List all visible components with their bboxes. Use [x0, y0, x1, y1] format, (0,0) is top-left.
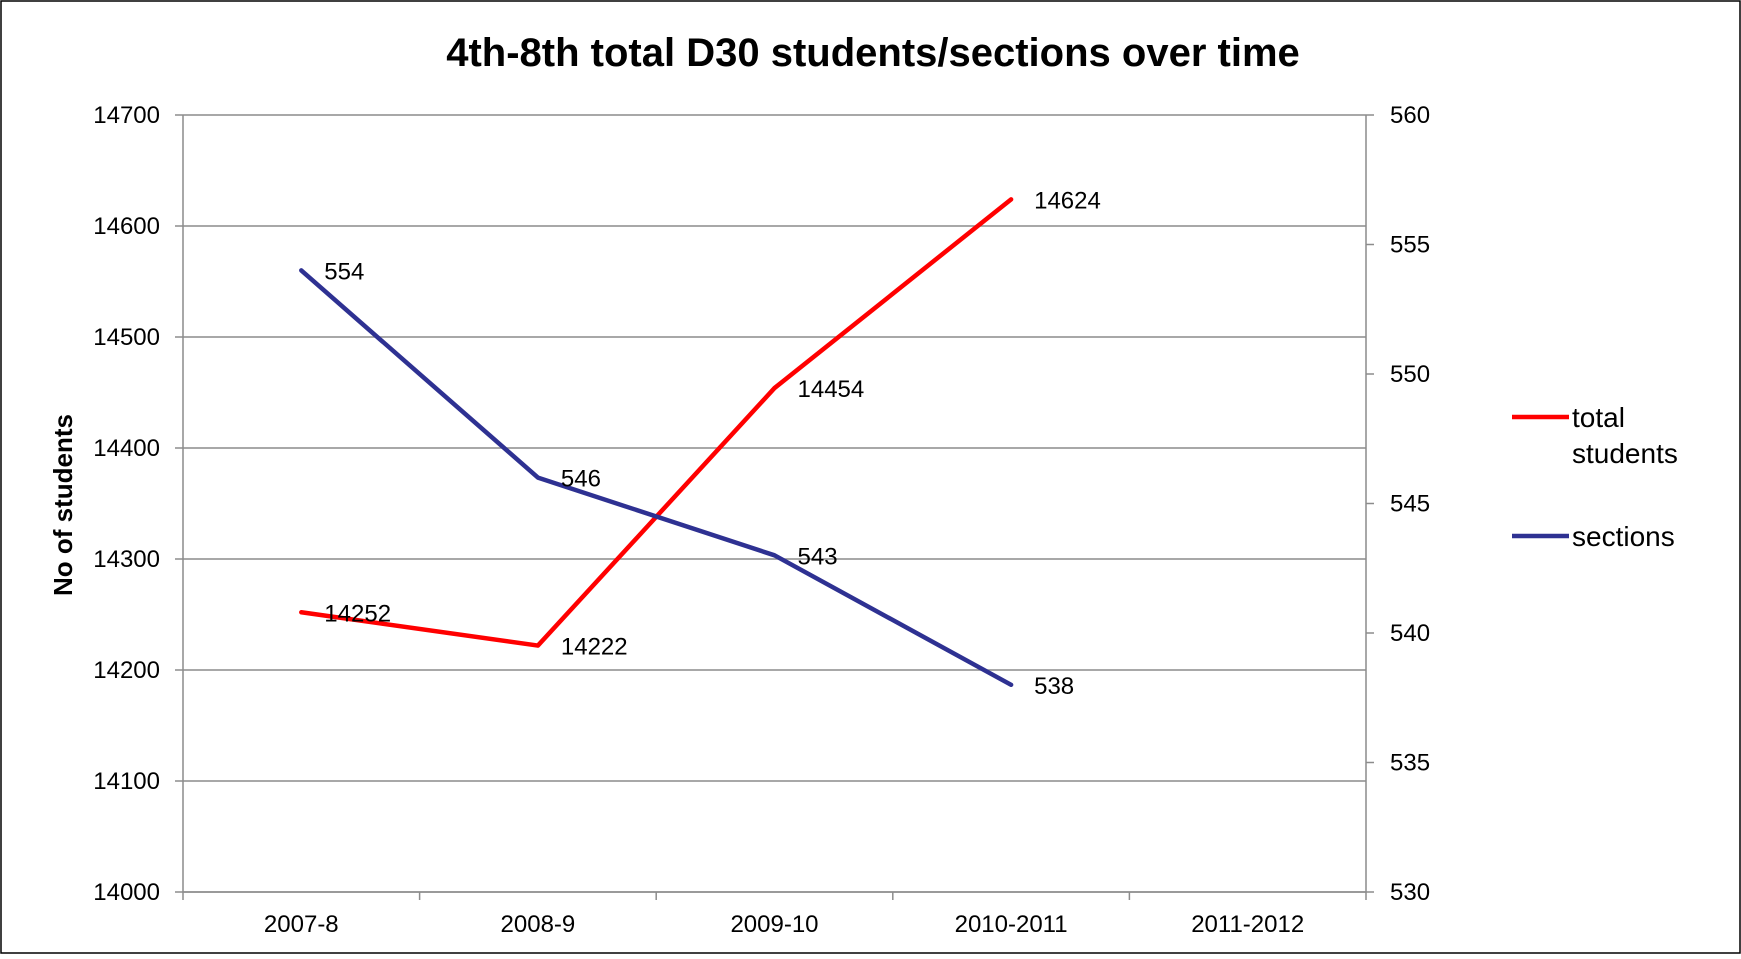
y2-tick-label: 560: [1390, 102, 1430, 129]
legend-label: sections: [1572, 521, 1675, 552]
y-tick-label: 14000: [93, 879, 160, 906]
x-tick-label: 2011-2012: [1191, 911, 1304, 938]
legend-label: total students: [1572, 402, 1678, 469]
data-label-total-students: 14222: [561, 634, 628, 661]
x-tick-label: 2008-9: [501, 911, 576, 938]
legend-item-total-students: total students: [1512, 402, 1678, 469]
legend: total students sections: [1512, 402, 1678, 552]
data-label-sections: 554: [324, 258, 364, 285]
data-label-total-students: 14454: [798, 376, 865, 403]
y-tick-label: 14300: [93, 546, 160, 573]
x-tick-label: 2007-8: [264, 911, 339, 938]
data-labels: 14252 14222 14454 14624 554 546 543 538: [324, 187, 1101, 699]
y2-tick-label: 540: [1390, 620, 1430, 647]
y-tick-label: 14400: [93, 435, 160, 462]
y2-tick-label: 550: [1390, 361, 1430, 388]
y-tick-label: 14100: [93, 768, 160, 795]
y2-tick-label: 535: [1390, 750, 1430, 777]
data-label-total-students: 14624: [1034, 187, 1101, 214]
y2-tick-label: 555: [1390, 232, 1430, 259]
y2-tick-label: 530: [1390, 879, 1430, 906]
data-label-sections: 543: [798, 543, 838, 570]
y-tick-label: 14500: [93, 324, 160, 351]
series-line-sections: [299, 268, 1014, 688]
data-label-total-students: 14252: [324, 600, 391, 627]
y-tick-label: 14200: [93, 657, 160, 684]
y-tick-label: 14700: [93, 102, 160, 129]
data-label-sections: 546: [561, 466, 601, 493]
axes: 14000 14100 14200 14300 14400 14500 14600 14700…: [93, 102, 1430, 938]
y2-tick-label: 545: [1390, 491, 1430, 518]
data-label-sections: 538: [1034, 673, 1074, 700]
y-tick-label: 14600: [93, 213, 160, 240]
chart-title: 4th-8th total D30 students/sections over…: [446, 31, 1300, 75]
legend-item-sections: sections: [1512, 521, 1675, 552]
y-axis-title: No of students: [48, 414, 78, 596]
x-tick-label: 2010-2011: [955, 911, 1068, 938]
series-lines: [299, 197, 1014, 688]
x-tick-label: 2009-10: [730, 911, 818, 938]
